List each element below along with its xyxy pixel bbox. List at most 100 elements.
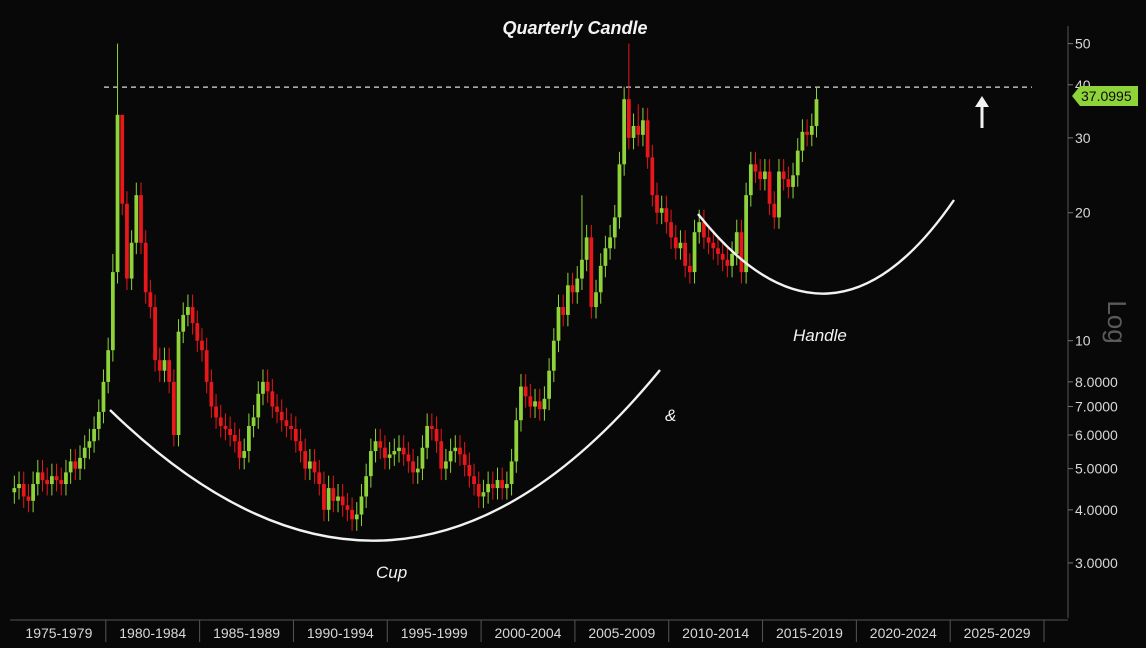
- candle-body: [481, 492, 486, 497]
- x-tick-label: 1980-1984: [119, 625, 186, 641]
- last-price-tag: 37.0995: [1072, 86, 1138, 106]
- candle-body: [659, 208, 664, 213]
- candle-body: [143, 242, 148, 293]
- candle-body: [664, 208, 669, 223]
- candle-body: [392, 451, 397, 455]
- candle-body: [387, 454, 392, 458]
- candle-body: [786, 179, 791, 187]
- candle-body: [631, 125, 636, 138]
- candle-body: [626, 99, 631, 138]
- handle-curve: [697, 199, 955, 295]
- candle-body: [373, 441, 378, 452]
- candle-body: [641, 120, 645, 135]
- candle-body: [565, 285, 570, 315]
- y-scale-label: Log: [1102, 300, 1132, 343]
- candle-body: [636, 125, 641, 135]
- candle-body: [655, 195, 659, 213]
- candle-body: [265, 381, 270, 392]
- candle-body: [247, 425, 251, 452]
- candle-body: [673, 237, 678, 249]
- x-tick-label: 2015-2019: [776, 625, 843, 641]
- candle-body: [204, 350, 209, 382]
- candle-body: [711, 242, 716, 249]
- candle-body: [275, 406, 279, 412]
- candle-body: [223, 425, 228, 429]
- candle-body: [176, 331, 181, 435]
- candle-body: [580, 259, 584, 279]
- candle-body: [730, 253, 734, 266]
- candle-body: [326, 488, 331, 510]
- candle-body: [26, 496, 31, 501]
- candle-body: [645, 120, 650, 158]
- candle-body: [537, 401, 542, 410]
- candle-body: [106, 350, 111, 382]
- candle-body: [293, 428, 298, 442]
- candle-body: [21, 484, 26, 497]
- x-tick-label: 2025-2029: [964, 625, 1031, 641]
- candle-body: [429, 425, 434, 429]
- y-tick-label: 3.0000: [1075, 555, 1118, 571]
- candle-body: [251, 417, 256, 426]
- candle-body: [814, 99, 819, 126]
- x-tick-label: 2000-2004: [495, 625, 562, 641]
- candle-body: [598, 265, 603, 293]
- candle-body: [514, 420, 519, 462]
- candle-body: [462, 454, 467, 465]
- candle-body: [772, 203, 777, 218]
- candle-body: [411, 461, 415, 473]
- candle-body: [509, 461, 514, 485]
- candle-body: [17, 484, 21, 489]
- x-tick-label: 2010-2014: [682, 625, 749, 641]
- candle-body: [570, 285, 575, 293]
- candle-body: [734, 232, 739, 254]
- candle-body: [702, 222, 706, 238]
- candle-body: [157, 360, 162, 371]
- candle-body: [31, 484, 35, 501]
- candle-body: [551, 340, 556, 371]
- y-tick-label: 7.0000: [1075, 399, 1118, 415]
- candle-body: [533, 401, 537, 407]
- y-tick-label: 8.0000: [1075, 374, 1118, 390]
- candle-body: [354, 514, 359, 520]
- candle-body: [720, 253, 725, 260]
- candle-body: [805, 131, 809, 135]
- candle-body: [589, 237, 594, 308]
- candle-body: [448, 451, 453, 462]
- candle-body: [45, 480, 50, 485]
- x-tick-label: 1995-1999: [401, 625, 468, 641]
- candle-body: [162, 360, 167, 371]
- candle-body: [322, 484, 326, 510]
- candle-body: [200, 340, 204, 351]
- candle-body: [706, 237, 711, 243]
- last-price-value: 37.0995: [1081, 88, 1132, 104]
- candle-body: [763, 171, 767, 180]
- x-tick-label: 2020-2024: [870, 625, 937, 641]
- candle-body: [716, 248, 720, 254]
- candle-body: [547, 370, 551, 399]
- candle-body: [364, 476, 369, 497]
- y-tick-label: 10: [1075, 333, 1091, 349]
- x-tick-label: 1985-1989: [213, 625, 280, 641]
- candle-body: [87, 441, 92, 448]
- ampersand-label: &: [665, 406, 676, 425]
- candle-body: [359, 496, 364, 515]
- candle-body: [120, 114, 125, 204]
- candle-body: [303, 451, 308, 469]
- candle-body: [753, 164, 758, 172]
- candle-body: [92, 428, 96, 442]
- y-tick-label: 30: [1075, 130, 1091, 146]
- candle-body: [35, 472, 40, 485]
- candle-body: [237, 441, 242, 458]
- candle-body: [476, 484, 481, 497]
- candle-body: [575, 278, 580, 293]
- candle-body: [490, 484, 495, 489]
- candle-body: [115, 114, 120, 273]
- candle-body: [317, 472, 322, 485]
- candle-body: [683, 242, 688, 266]
- candle-body: [472, 476, 476, 485]
- candle-body: [298, 441, 303, 452]
- candle-body: [242, 451, 247, 458]
- candle-body: [594, 292, 598, 308]
